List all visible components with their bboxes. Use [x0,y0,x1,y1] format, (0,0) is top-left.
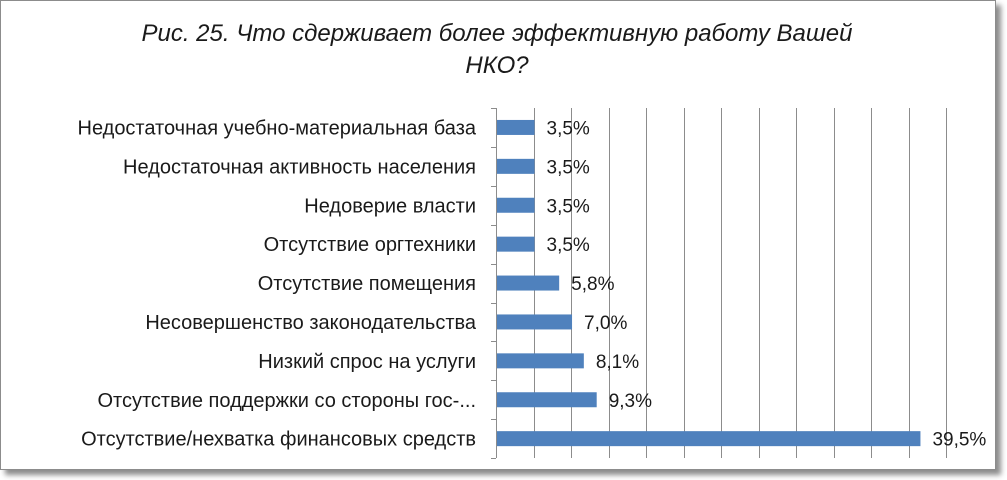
data-label-5: 7,0% [584,313,627,334]
category-label-3: Отсутствие оргтехники [264,234,476,256]
category-label-4: Отсутствие помещения [258,273,476,295]
data-label-4: 5,8% [571,274,614,295]
category-label-0: Недостаточная учебно-материальная база [78,117,477,139]
bar-5 [497,314,573,330]
data-label-2: 3,5% [547,196,590,217]
category-label-5: Несовершенство законодательства [145,312,477,334]
data-label-1: 3,5% [547,157,590,178]
data-label-8: 39,5% [932,430,986,451]
bar-3 [497,236,535,252]
chart-title: Рис. 25. Что сдерживает более эффективну… [0,18,994,82]
bar-6 [497,353,584,369]
category-label-1: Недостаточная активность населения [123,156,476,178]
data-label-3: 3,5% [547,235,590,256]
data-label-7: 9,3% [609,391,652,412]
bar-0 [497,119,535,135]
category-label-8: Отсутствие/нехватка финансовых средств [81,429,476,451]
category-label-2: Недоверие власти [304,195,476,217]
bar-4 [497,275,560,291]
bar-8 [497,431,921,447]
data-label-0: 3,5% [547,118,590,139]
data-label-6: 8,1% [596,352,639,373]
category-label-7: Отсутствие поддержки со стороны гос-... [97,390,476,412]
chart-frame [0,0,996,470]
chart-title-line-2: НКО? [465,52,529,79]
bar-1 [497,158,535,174]
bar-7 [497,392,597,408]
bar-2 [497,197,535,213]
chart-title-line-1: Рис. 25. Что сдерживает более эффективну… [141,20,853,47]
category-label-6: Низкий спрос на услуги [258,351,476,373]
